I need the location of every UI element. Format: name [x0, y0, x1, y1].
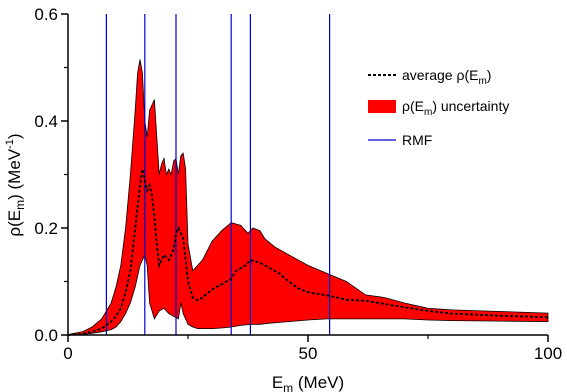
- x-tick-label: 100: [534, 344, 562, 363]
- y-axis-title: ρ(Em) (MeV-1): [4, 133, 27, 236]
- legend: average ρ(Em) ρ(Em) uncertainty RMF: [368, 67, 509, 148]
- legend-label-rmf: RMF: [402, 132, 432, 148]
- y-tick-label: 0.4: [34, 112, 58, 131]
- tick-labels: 0 50 100 0.0 0.2 0.4 0.6: [34, 5, 562, 363]
- average-line: [67, 168, 549, 336]
- y-tick-label: 0.2: [34, 219, 58, 238]
- x-tick-label: 0: [63, 344, 72, 363]
- legend-swatch-uncertainty: [368, 100, 396, 113]
- legend-item-rmf: RMF: [368, 132, 432, 148]
- y-tick-label: 0.6: [34, 5, 58, 24]
- average-line-layer: [67, 168, 549, 336]
- legend-item-uncertainty: ρ(Em) uncertainty: [368, 98, 509, 118]
- x-tick-label: 50: [299, 344, 318, 363]
- y-tick-label: 0.0: [34, 326, 58, 345]
- legend-item-average: average ρ(Em): [368, 67, 491, 87]
- uncertainty-band-layer: [67, 59, 549, 336]
- x-axis-title: Em (MeV): [272, 373, 344, 392]
- legend-label-uncertainty: ρ(Em) uncertainty: [402, 98, 509, 118]
- legend-label-average: average ρ(Em): [402, 67, 491, 87]
- uncertainty-band: [67, 59, 549, 336]
- rmf-lines-layer: [105, 14, 331, 335]
